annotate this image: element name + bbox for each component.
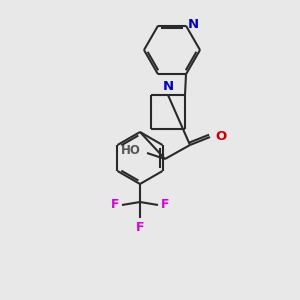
Text: O: O [215, 130, 226, 143]
Text: F: F [136, 221, 144, 234]
Text: F: F [110, 199, 119, 212]
Text: N: N [162, 80, 174, 93]
Text: HO: HO [121, 145, 141, 158]
Text: F: F [161, 199, 170, 212]
Text: N: N [188, 18, 199, 31]
